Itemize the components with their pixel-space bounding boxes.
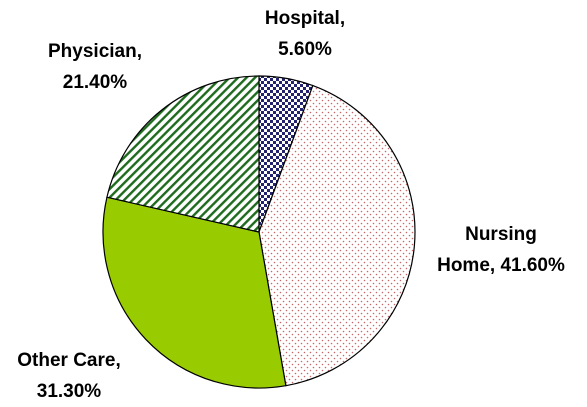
slice-label-other-care-value: 31.30% — [37, 381, 102, 402]
slice-label-hospital-value: 5.60% — [278, 39, 332, 60]
slice-label-physician-name: Physician, — [48, 41, 142, 62]
slice-label-other-care-name: Other Care, — [17, 350, 120, 371]
pie-slice-other-care — [102, 196, 287, 389]
pie-labels: Hospital, 5.60% Nursing Home, 41.60% Oth… — [17, 8, 565, 402]
pie-slice-nursing-home — [258, 84, 416, 387]
slice-label-hospital-name: Hospital, — [265, 8, 345, 29]
pie-slices — [102, 75, 416, 389]
slice-label-nursing-home-line2: Home, 41.60% — [437, 255, 565, 276]
pie-slice-physician — [106, 75, 260, 233]
slice-label-nursing-home-line1: Nursing — [465, 224, 537, 245]
slice-label-physician-value: 21.40% — [63, 72, 128, 93]
